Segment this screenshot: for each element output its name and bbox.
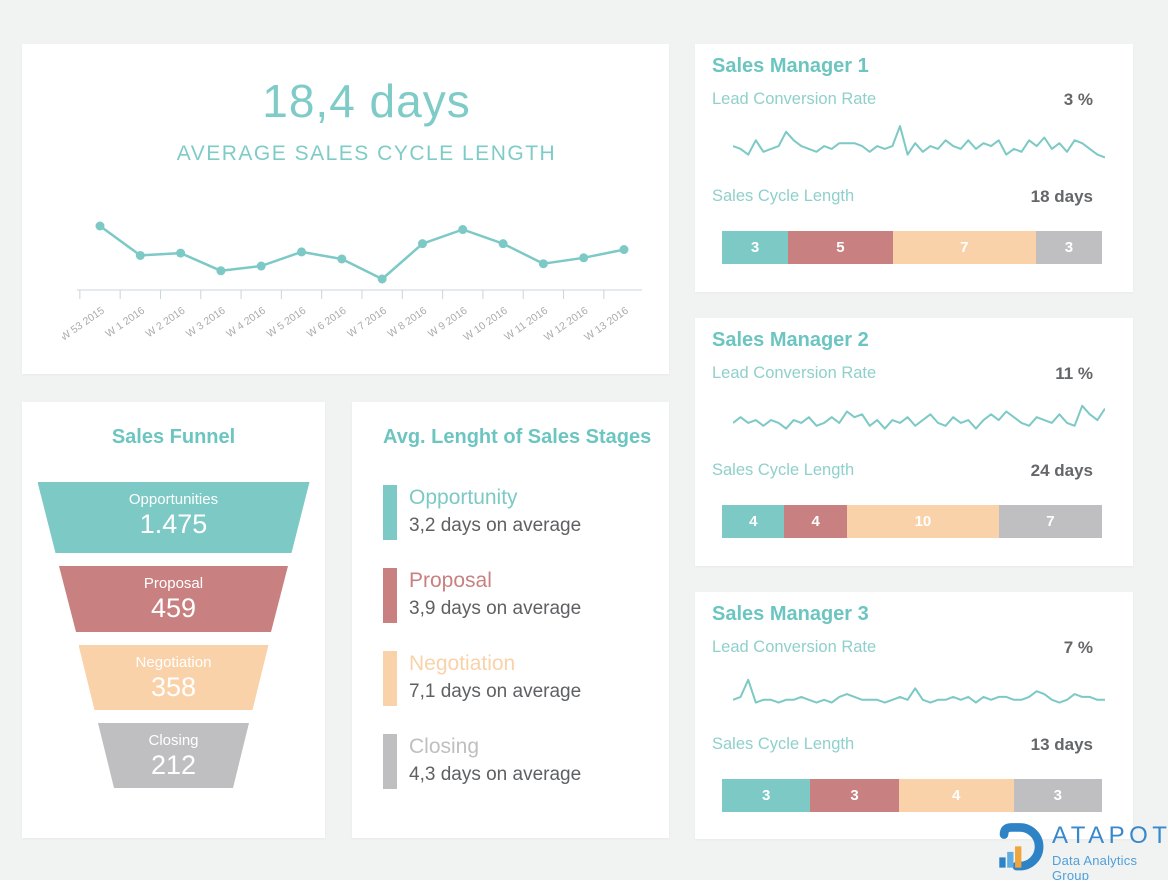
sales-manager-3-card: Sales Manager 3 Lead Conversion Rate 7 %… <box>695 592 1133 839</box>
svg-text:W 3 2016: W 3 2016 <box>184 305 228 341</box>
list-item: Proposal 3,9 days on average <box>383 568 581 623</box>
svg-text:W 12 2016: W 12 2016 <box>542 305 591 344</box>
stacked-bar-segment: 4 <box>898 779 1014 812</box>
manager-card-title: Sales Manager 3 <box>712 603 869 625</box>
funnel-stage-value: 358 <box>150 672 197 702</box>
stage-color-chip <box>383 734 397 789</box>
svg-text:W 7 2016: W 7 2016 <box>345 305 389 341</box>
list-item: Negotiation 7,1 days on average <box>383 651 581 706</box>
stage-value: 4,3 days on average <box>409 764 582 785</box>
funnel-title: Sales Funnel <box>111 426 236 448</box>
funnel-stage-closing: Closing 212 <box>98 723 249 788</box>
funnel-stage-value: 459 <box>150 593 197 623</box>
stage-color-chip <box>383 485 397 540</box>
sales-manager-1-card: Sales Manager 1 Lead Conversion Rate 3 %… <box>695 44 1133 292</box>
avg-cycle-headline: 18,4 days <box>262 75 471 127</box>
sales-cycle-value: 18 days <box>1030 187 1093 206</box>
stacked-bar-segment: 7 <box>892 231 1036 264</box>
logo-tagline: Data Analytics Group <box>1052 853 1138 880</box>
funnel-stage-proposal: Proposal 459 <box>59 566 288 632</box>
stage-length-list: Opportunity 3,2 days on average Proposal… <box>383 485 581 817</box>
stage-label: Negotiation <box>409 652 516 675</box>
svg-text:W 1 2016: W 1 2016 <box>103 305 147 341</box>
lead-conversion-sparkline <box>733 404 1105 430</box>
sales-cycle-label: Sales Cycle Length <box>712 187 855 205</box>
funnel-stage-label: Negotiation <box>135 654 212 671</box>
stacked-bar-segment: 5 <box>788 231 893 264</box>
funnel-stage-negotiation: Negotiation 358 <box>79 645 269 710</box>
avg-stage-length-card: Avg. Lenght of Sales Stages Opportunity … <box>352 402 669 838</box>
sales-cycle-label: Sales Cycle Length <box>712 461 855 479</box>
stacked-bar-segment: 3 <box>810 779 899 812</box>
svg-text:W 11 2016: W 11 2016 <box>502 305 550 344</box>
datapot-logo-icon <box>999 823 1044 871</box>
stage-value: 3,2 days on average <box>409 515 582 536</box>
svg-text:W 4 2016: W 4 2016 <box>224 305 268 341</box>
stacked-bar-segment: 3 <box>722 231 789 264</box>
svg-text:W 13 2016: W 13 2016 <box>582 305 631 344</box>
funnel-stage-label: Opportunities <box>128 491 219 508</box>
avg-sales-cycle-card: 18,4 days AVERAGE SALES CYCLE LENGTH W 5… <box>22 44 669 374</box>
svg-text:W 6 2016: W 6 2016 <box>305 305 349 341</box>
logo-text: ATAPOT Data Analytics Group <box>1052 822 1168 880</box>
lead-conversion-sparkline <box>733 678 1105 704</box>
lead-conversion-value: 7 % <box>1063 638 1093 657</box>
stage-label: Proposal <box>409 569 492 592</box>
stage-color-chip <box>383 568 397 623</box>
lead-conversion-sparkline <box>733 125 1105 159</box>
avg-stage-length-title: Avg. Lenght of Sales Stages <box>383 426 652 448</box>
lead-conversion-label: Lead Conversion Rate <box>712 638 877 656</box>
funnel-stage-opportunities: Opportunities 1.475 <box>38 482 310 553</box>
stacked-bar-segment: 10 <box>846 505 999 538</box>
sales-cycle-value: 13 days <box>1030 735 1093 754</box>
funnel-stage-label: Closing <box>148 732 199 749</box>
svg-text:W 53 2015: W 53 2015 <box>62 305 107 344</box>
stacked-bar-segment: 3 <box>1035 231 1102 264</box>
lead-conversion-value: 3 % <box>1063 90 1093 109</box>
stage-value: 3,9 days on average <box>409 598 582 619</box>
list-item: Closing 4,3 days on average <box>383 734 581 789</box>
stage-color-chip <box>383 651 397 706</box>
datapot-logo: ATAPOT Data Analytics Group <box>993 816 1168 880</box>
lead-conversion-label: Lead Conversion Rate <box>712 90 877 108</box>
svg-text:W 8 2016: W 8 2016 <box>385 305 429 341</box>
stacked-bar-segment: 4 <box>722 505 785 538</box>
sales-funnel-chart: Opportunities 1.475 Proposal 459 Negotia… <box>22 482 325 801</box>
funnel-stage-value: 1.475 <box>139 509 208 539</box>
logo-wordmark: ATAPOT <box>1052 822 1168 849</box>
list-item: Opportunity 3,2 days on average <box>383 485 581 540</box>
funnel-stage-value: 212 <box>150 750 197 780</box>
sales-cycle-value: 24 days <box>1030 461 1093 480</box>
funnel-stage-label: Proposal <box>143 575 204 592</box>
sales-manager-2-card: Sales Manager 2 Lead Conversion Rate 11 … <box>695 318 1133 566</box>
lead-conversion-value: 11 % <box>1055 364 1093 383</box>
manager-card-title: Sales Manager 2 <box>712 329 869 351</box>
stacked-bar-segment: 7 <box>998 505 1102 538</box>
svg-text:W 5 2016: W 5 2016 <box>265 305 309 341</box>
stage-label: Opportunity <box>409 486 518 509</box>
sales-cycle-label: Sales Cycle Length <box>712 735 855 753</box>
stage-value: 7,1 days on average <box>409 681 582 702</box>
stage-label: Closing <box>409 735 480 758</box>
avg-cycle-subtitle: AVERAGE SALES CYCLE LENGTH <box>176 142 557 165</box>
svg-text:W 2 2016: W 2 2016 <box>144 305 188 341</box>
stacked-bar-segment: 3 <box>1013 779 1102 812</box>
svg-text:W 10 2016: W 10 2016 <box>461 305 510 344</box>
sales-funnel-card: Sales Funnel Opportunities 1.475 Proposa… <box>22 402 325 838</box>
cycle-card-header: 18,4 days AVERAGE SALES CYCLE LENGTH <box>43 74 690 166</box>
stacked-bar-segment: 3 <box>722 779 811 812</box>
lead-conversion-label: Lead Conversion Rate <box>712 364 877 382</box>
sales-cycle-stacked-bar: 4 4 10 7 <box>722 505 1102 538</box>
manager-card-title: Sales Manager 1 <box>712 55 869 77</box>
stacked-bar-segment: 4 <box>784 505 847 538</box>
